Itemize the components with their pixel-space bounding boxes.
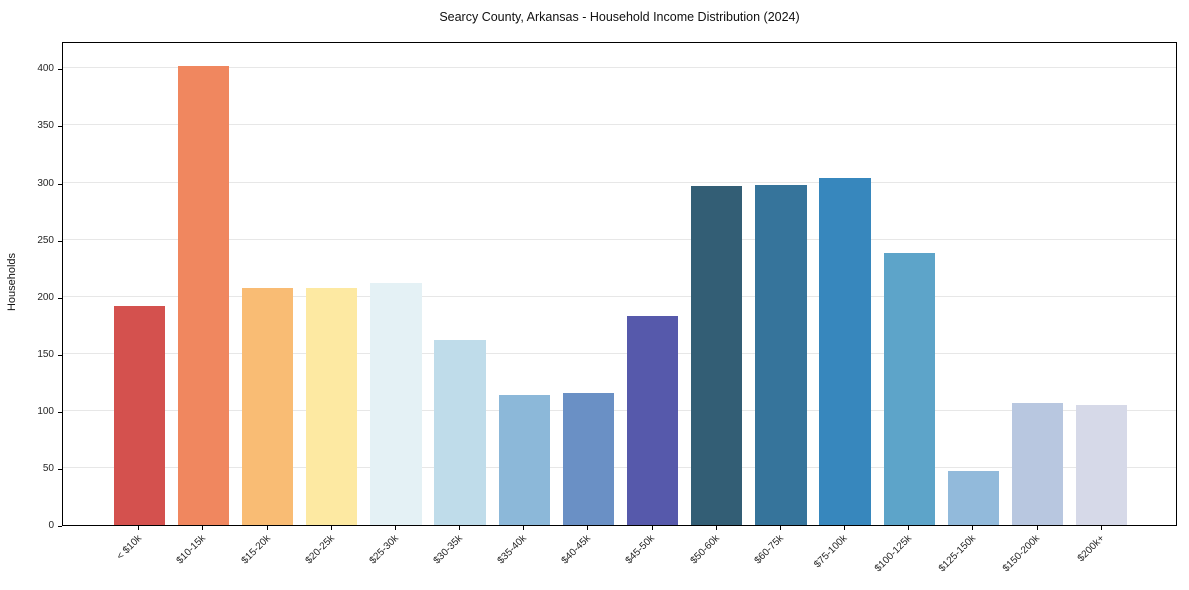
x-tick-label-45-50k: $45-50k [624, 533, 658, 567]
bar-20-25k [306, 287, 358, 525]
x-tick-mark [715, 526, 717, 530]
x-tick-mark [459, 526, 461, 530]
x-tick-mark [138, 526, 140, 530]
x-tick-label-25-30k: $25-30k [367, 533, 401, 567]
x-tick-mark [908, 526, 910, 530]
gridline-y-300 [63, 181, 1176, 183]
y-tick-mark [58, 69, 62, 71]
gridline-y-100 [63, 409, 1176, 411]
x-tick-label-10k: < $10k [114, 533, 145, 563]
bar-10-15k [177, 66, 230, 525]
x-tick-mark [266, 526, 268, 530]
x-tick-label-35-40k: $35-40k [495, 533, 530, 567]
bar-25-30k [370, 283, 422, 525]
gridline-y-250 [63, 238, 1176, 240]
y-tick-label-400: 400 [37, 63, 54, 75]
y-tick-label-0: 0 [48, 520, 54, 531]
chart-title: Searcy County, Arkansas - Household Inco… [439, 10, 800, 24]
bar-125-150k [947, 471, 999, 525]
x-tick-mark [202, 526, 204, 530]
y-tick-label-350: 350 [37, 120, 54, 132]
gridline-y-50 [63, 466, 1176, 468]
x-tick-label-75-100k: $75-100k [812, 533, 850, 571]
x-tick-label-50-60k: $50-60k [688, 533, 722, 567]
bar-30-35k [434, 340, 486, 525]
x-tick-mark [1036, 526, 1038, 530]
bar-45-50k [626, 316, 679, 525]
x-tick-label-100-125k: $100-125k [872, 533, 914, 575]
y-axis-label: Households [6, 252, 18, 312]
bar-75-100k [819, 177, 871, 525]
y-tick-mark [58, 297, 62, 299]
bar-200k+ [1075, 405, 1128, 525]
bar-60-75k [755, 184, 807, 525]
x-tick-label-125-150k: $125-150k [936, 533, 979, 575]
bar-100-125k [883, 253, 935, 525]
x-tick-label-40-45k: $40-45k [559, 533, 594, 567]
x-tick-mark [779, 526, 781, 530]
bar-150-200k [1011, 402, 1064, 525]
x-tick-label-10-15k: $10-15k [174, 533, 209, 567]
y-tick-label-100: 100 [37, 405, 54, 417]
x-tick-mark [394, 526, 396, 530]
y-tick-label-200: 200 [37, 291, 54, 303]
y-tick-label-50: 50 [42, 462, 54, 474]
y-tick-label-300: 300 [37, 177, 54, 189]
x-tick-label-150-200k: $150-200k [1001, 533, 1043, 575]
bar-40-45k [562, 392, 615, 525]
gridline-y-400 [63, 67, 1176, 69]
x-tick-label-60-75k: $60-75k [752, 533, 786, 567]
y-tick-mark [58, 183, 62, 185]
y-tick-label-250: 250 [37, 234, 54, 246]
bar-15-20k [241, 287, 294, 525]
y-tick-mark [58, 354, 62, 356]
y-tick-mark [58, 126, 62, 128]
gridline-y-350 [63, 124, 1176, 126]
bar-10k [113, 305, 165, 525]
x-tick-label-30-35k: $30-35k [431, 533, 465, 567]
x-tick-label-20-25k: $20-25k [303, 533, 337, 567]
x-tick-label-15-20k: $15-20k [239, 533, 273, 567]
y-tick-mark [58, 526, 62, 527]
x-tick-mark [972, 526, 974, 530]
x-tick-mark [651, 526, 653, 530]
x-tick-mark [330, 526, 332, 530]
x-tick-mark [587, 526, 589, 530]
bar-50-60k [691, 185, 743, 525]
x-tick-mark [844, 526, 846, 530]
plot-area [62, 42, 1177, 526]
x-tick-mark [523, 526, 525, 530]
gridline-y-200 [63, 295, 1176, 297]
gridline-y-150 [63, 352, 1176, 354]
y-tick-mark [58, 411, 62, 413]
x-tick-label-200k+: $200k+ [1075, 533, 1107, 565]
y-tick-mark [58, 240, 62, 242]
y-tick-label-150: 150 [37, 348, 54, 360]
x-tick-mark [1100, 526, 1102, 530]
bar-35-40k [498, 394, 550, 525]
y-tick-mark [58, 468, 62, 470]
